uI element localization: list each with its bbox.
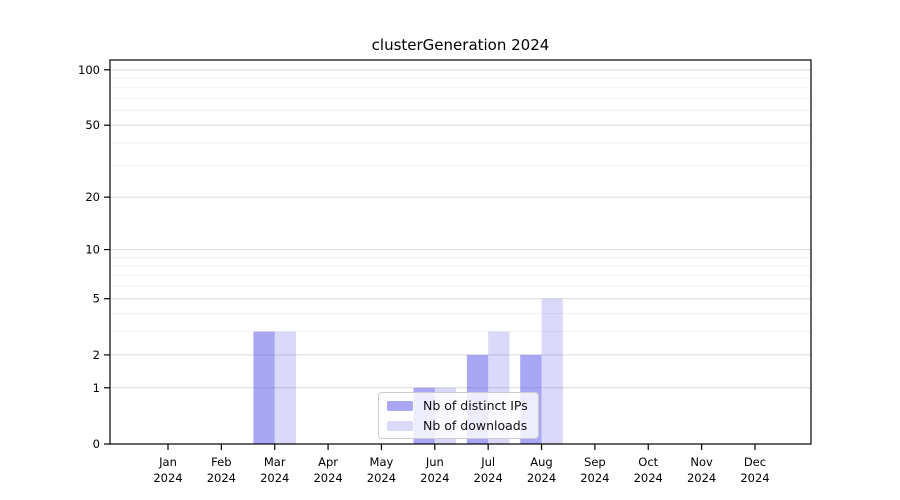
legend-swatch-downloads: [387, 420, 413, 431]
chart-title: clusterGeneration 2024: [371, 36, 550, 54]
x-tick-label-month: Aug: [530, 455, 552, 469]
x-tick-label-year: 2024: [527, 471, 556, 485]
legend: Nb of distinct IPs Nb of downloads: [378, 392, 539, 439]
x-tick-label-year: 2024: [474, 471, 503, 485]
x-tick-label-month: Mar: [264, 455, 286, 469]
x-tick-label-year: 2024: [580, 471, 609, 485]
y-tick-label: 20: [85, 190, 100, 204]
x-tick-label-month: Nov: [690, 455, 713, 469]
x-tick-label-year: 2024: [687, 471, 716, 485]
legend-label-distinct-ips: Nb of distinct IPs: [423, 398, 528, 413]
x-tick-label-month: Apr: [318, 455, 338, 469]
x-tick-label-month: May: [370, 455, 394, 469]
x-tick-label-year: 2024: [367, 471, 396, 485]
x-tick-label-year: 2024: [153, 471, 182, 485]
plot-border: [109, 59, 812, 445]
x-tick-label-month: Jun: [425, 455, 444, 469]
x-tick-label-month: Oct: [638, 455, 658, 469]
x-tick-label-year: 2024: [634, 471, 663, 485]
x-tick-label-month: Jan: [158, 455, 177, 469]
x-tick-label-month: Feb: [211, 455, 231, 469]
legend-entry-distinct-ips: Nb of distinct IPs: [387, 398, 528, 413]
legend-entry-downloads: Nb of downloads: [387, 418, 528, 433]
legend-swatch-distinct-ips: [387, 400, 413, 411]
x-tick-label-year: 2024: [420, 471, 449, 485]
x-tick-label-year: 2024: [207, 471, 236, 485]
y-tick-label: 50: [85, 118, 100, 132]
bar-nb-of-distinct-ips-mar: [253, 331, 275, 444]
bar-nb-of-downloads-aug: [541, 298, 563, 444]
y-tick-label: 5: [93, 292, 100, 306]
y-tick-label: 100: [78, 63, 100, 77]
y-tick-label: 1: [93, 381, 100, 395]
x-tick-label-year: 2024: [740, 471, 769, 485]
y-tick-label: 2: [93, 348, 100, 362]
bar-nb-of-downloads-mar: [274, 331, 297, 444]
x-tick-label-month: Jul: [480, 455, 495, 469]
y-tick-label: 0: [93, 437, 100, 451]
x-tick-label-year: 2024: [313, 471, 342, 485]
legend-label-downloads: Nb of downloads: [423, 418, 528, 433]
y-tick-label: 10: [85, 243, 100, 257]
x-tick-label-year: 2024: [260, 471, 289, 485]
x-tick-label-month: Dec: [744, 455, 766, 469]
x-tick-label-month: Sep: [584, 455, 606, 469]
